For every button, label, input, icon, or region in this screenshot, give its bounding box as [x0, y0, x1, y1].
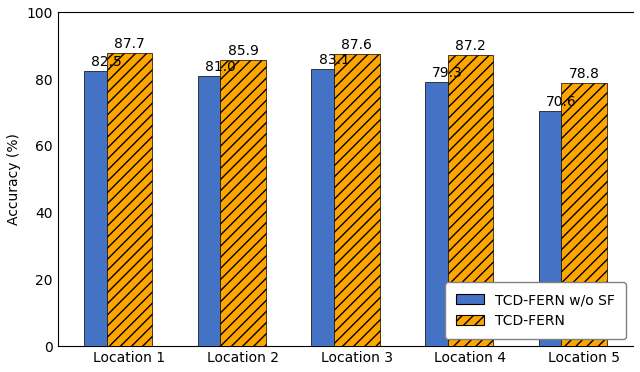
Text: 87.2: 87.2: [455, 39, 486, 53]
Text: 78.8: 78.8: [569, 67, 600, 81]
Text: 85.9: 85.9: [228, 44, 259, 58]
Bar: [448, 55, 493, 346]
Bar: [425, 81, 470, 346]
Bar: [84, 71, 129, 346]
Text: 70.6: 70.6: [546, 94, 577, 109]
Y-axis label: Accuracy (%): Accuracy (%): [7, 134, 21, 225]
Text: 87.6: 87.6: [341, 38, 372, 52]
Bar: [561, 83, 607, 346]
Text: 81.0: 81.0: [205, 60, 236, 74]
Text: 79.3: 79.3: [433, 65, 463, 80]
Bar: [220, 60, 266, 346]
Legend: TCD-FERN w/o SF, TCD-FERN: TCD-FERN w/o SF, TCD-FERN: [445, 282, 626, 339]
Bar: [311, 69, 356, 346]
Bar: [334, 54, 380, 346]
Text: 87.7: 87.7: [114, 38, 145, 51]
Text: 83.1: 83.1: [319, 53, 349, 67]
Bar: [539, 110, 584, 346]
Bar: [198, 76, 243, 346]
Bar: [107, 54, 152, 346]
Text: 82.5: 82.5: [92, 55, 122, 69]
